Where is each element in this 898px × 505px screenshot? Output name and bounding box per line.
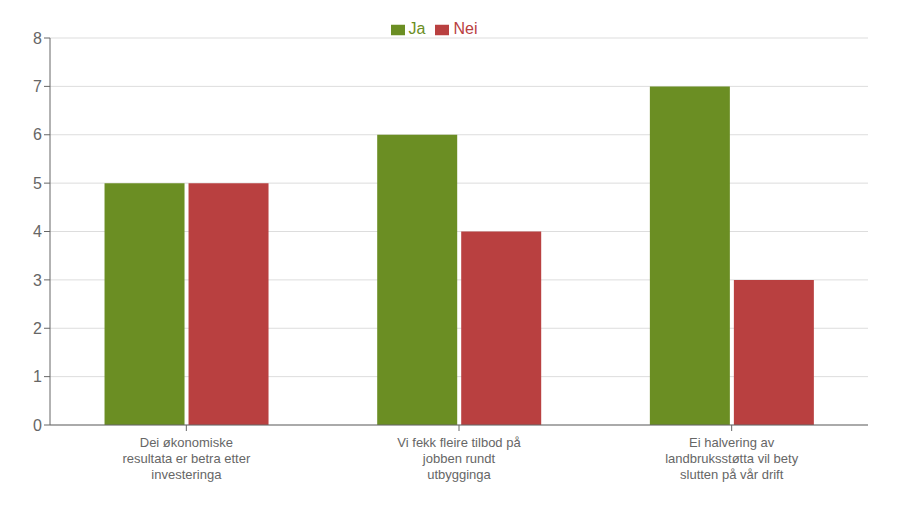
html-text:Nei: Nei	[453, 20, 478, 37]
svg-text:Vi fekk fleire tilbod påjobben: Vi fekk fleire tilbod påjobben rundtutby…	[397, 435, 521, 482]
svg-text:Ei halvering avlandbruksstøtta: Ei halvering avlandbruksstøtta vil betys…	[665, 435, 798, 482]
svg-text:5: 5	[33, 175, 42, 192]
svg-text:6: 6	[33, 126, 42, 143]
svg-text:4: 4	[33, 223, 42, 240]
svg-text:2: 2	[33, 320, 42, 337]
svg-text:7: 7	[33, 78, 42, 95]
svg-text:Dei økonomiskeresultata er bet: Dei økonomiskeresultata er betra etterin…	[122, 435, 251, 482]
html-text:Ja: Ja	[408, 20, 426, 37]
svg-text:1: 1	[33, 368, 42, 385]
svg-text:0: 0	[33, 417, 42, 434]
svg-text:8: 8	[33, 30, 42, 47]
svg-text:3: 3	[33, 272, 42, 289]
